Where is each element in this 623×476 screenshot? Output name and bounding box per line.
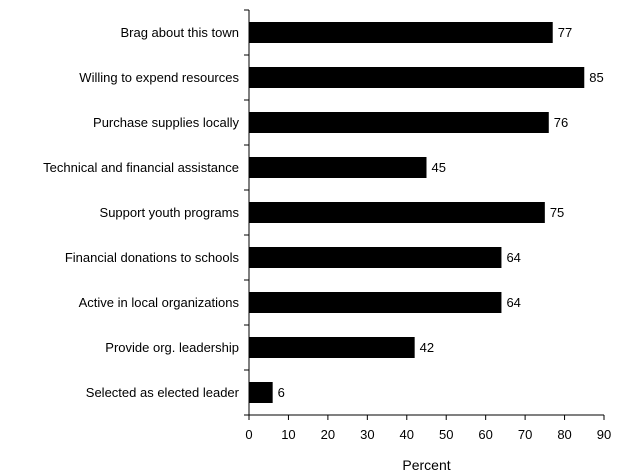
bar	[249, 337, 415, 358]
bar	[249, 202, 545, 223]
data-label: 85	[589, 70, 603, 85]
x-tick-label: 60	[478, 427, 492, 442]
category-label: Financial donations to schools	[65, 250, 240, 265]
x-tick-label: 0	[245, 427, 252, 442]
data-label: 77	[558, 25, 572, 40]
category-label: Purchase supplies locally	[93, 115, 239, 130]
category-label: Provide org. leadership	[105, 340, 239, 355]
x-ticks: 0 10 20 30 40 50 60 70 80 90	[245, 415, 611, 442]
x-tick-label: 30	[360, 427, 374, 442]
bar	[249, 247, 502, 268]
bar	[249, 382, 273, 403]
category-label: Brag about this town	[120, 25, 239, 40]
category-label: Active in local organizations	[79, 295, 240, 310]
data-label: 45	[432, 160, 446, 175]
category-label: Support youth programs	[100, 205, 240, 220]
x-tick-label: 20	[321, 427, 335, 442]
x-tick-label: 50	[439, 427, 453, 442]
bars-group	[244, 9, 585, 416]
data-label: 6	[278, 385, 285, 400]
category-labels: Brag about this town Willing to expend re…	[43, 25, 240, 400]
x-axis-title: Percent	[402, 457, 450, 473]
data-label: 64	[506, 295, 520, 310]
category-label: Willing to expend resources	[79, 70, 239, 85]
x-tick-label: 90	[597, 427, 611, 442]
data-label: 75	[550, 205, 564, 220]
data-labels: 77 85 76 45 75 64 64 42 6	[278, 25, 604, 400]
category-label: Selected as elected leader	[86, 385, 240, 400]
bar	[249, 112, 549, 133]
x-tick-label: 70	[518, 427, 532, 442]
data-label: 42	[420, 340, 434, 355]
bar	[249, 22, 553, 43]
x-tick-label: 80	[557, 427, 571, 442]
data-label: 76	[554, 115, 568, 130]
x-tick-label: 40	[400, 427, 414, 442]
bar	[249, 292, 502, 313]
bar	[249, 67, 585, 88]
category-label: Technical and financial assistance	[43, 160, 239, 175]
data-label: 64	[506, 250, 520, 265]
x-tick-label: 10	[281, 427, 295, 442]
bar	[249, 157, 427, 178]
